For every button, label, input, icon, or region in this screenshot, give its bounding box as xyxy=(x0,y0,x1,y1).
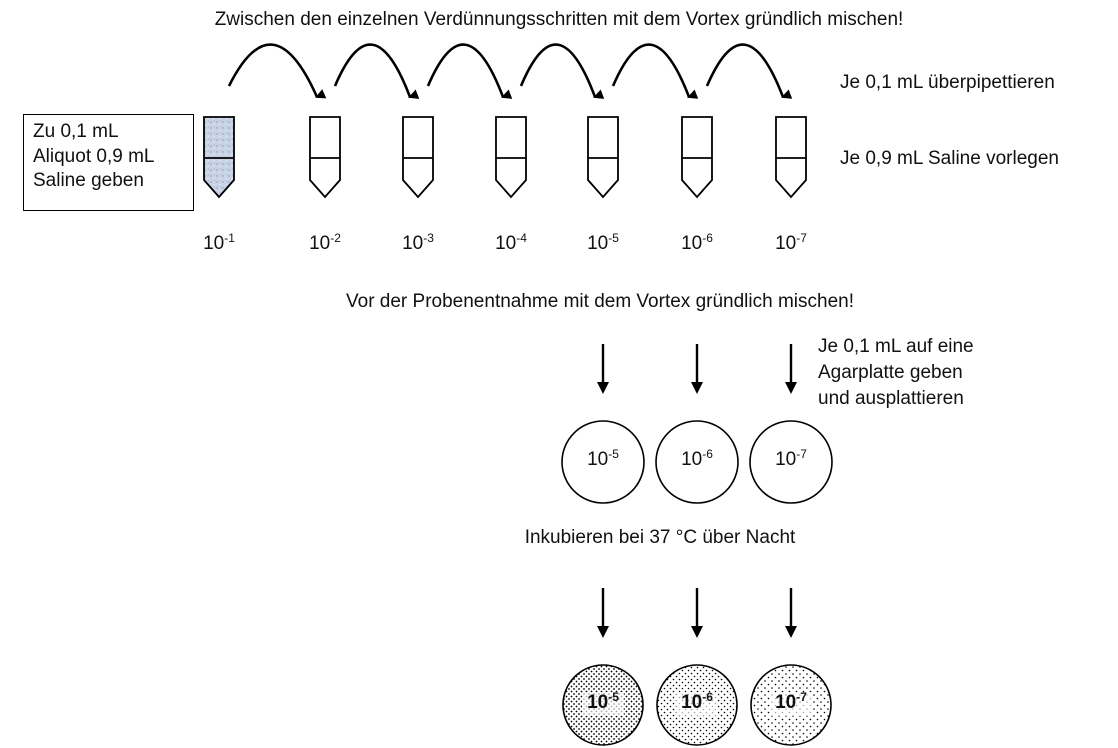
aliquot-instruction-box: Zu 0,1 mL Aliquot 0,9 mL Saline geben xyxy=(23,114,194,211)
transfer-arc-arrow xyxy=(333,43,420,99)
agar-plate-label: 10-6 xyxy=(681,447,713,470)
empty-tube xyxy=(775,116,807,199)
agar-plate-label: 10-5 xyxy=(587,447,619,470)
empty-tube xyxy=(587,116,619,199)
agar-plates xyxy=(561,420,833,504)
empty-tube xyxy=(495,116,527,199)
side-note-transfer: Je 0,1 mL überpipettieren xyxy=(840,72,1055,93)
tube-dilution-label: 10-1 xyxy=(203,231,235,254)
plate-label-backdrop xyxy=(676,692,718,716)
plating-note-line: Je 0,1 mL auf eine xyxy=(818,336,974,357)
incubated-plate-label: 10-5 xyxy=(587,690,619,713)
plating-note: Je 0,1 mL auf eine Agarplatte geben und … xyxy=(818,334,974,412)
agar-plate xyxy=(749,420,833,504)
agar-plate xyxy=(655,420,739,504)
down-arrow-head xyxy=(691,626,703,638)
down-arrow-head xyxy=(597,382,609,394)
transfer-arc-arrow xyxy=(611,43,699,99)
aliquot-line: Saline geben xyxy=(33,170,144,191)
agar-plate xyxy=(561,420,645,504)
tube-dilution-label: 10-5 xyxy=(587,231,619,254)
down-arrow-head xyxy=(597,626,609,638)
transfer-arc-arrow xyxy=(705,43,793,99)
aliquot-line: Aliquot 0,9 mL xyxy=(33,145,155,167)
side-note-saline: Je 0,9 mL Saline vorlegen xyxy=(840,148,1059,169)
empty-tube xyxy=(681,116,713,199)
transfer-arc-arrow xyxy=(519,43,605,99)
transfer-arcs xyxy=(227,43,793,99)
plate-label-backdrop xyxy=(582,692,624,716)
incubated-plates xyxy=(562,664,832,746)
tube-dilution-label: 10-4 xyxy=(495,231,527,254)
plating-note-line: Agarplatte geben xyxy=(818,362,963,383)
empty-tube xyxy=(309,116,341,199)
tube-dilution-label: 10-7 xyxy=(775,231,807,254)
heading-incubate: Inkubieren bei 37 °C über Nacht xyxy=(524,527,796,548)
down-arrow-head xyxy=(785,382,797,394)
heading-mix-between-steps: Zwischen den einzelnen Verdünnungsschrit… xyxy=(214,9,904,30)
transfer-arc-arrow xyxy=(227,43,327,99)
heading-mix-before-sampling: Vor der Probenentnahme mit dem Vortex gr… xyxy=(346,291,854,312)
filled-tube xyxy=(203,116,235,199)
agar-plate-label: 10-7 xyxy=(775,447,807,470)
tube-dilution-label: 10-3 xyxy=(402,231,434,254)
tube-dilution-label: 10-2 xyxy=(309,231,341,254)
plating-arrows xyxy=(597,344,797,638)
empty-tube xyxy=(402,116,434,199)
tube-row xyxy=(203,116,807,199)
plating-note-line: und ausplattieren xyxy=(818,388,964,409)
tube-dilution-label: 10-6 xyxy=(681,231,713,254)
down-arrow-head xyxy=(691,382,703,394)
down-arrow-head xyxy=(785,626,797,638)
incubated-plate-label: 10-7 xyxy=(775,690,807,713)
plate-label-backdrop xyxy=(770,692,812,716)
incubated-plate-label: 10-6 xyxy=(681,690,713,713)
aliquot-line: Zu 0,1 mL xyxy=(33,121,119,142)
transfer-arc-arrow xyxy=(426,43,513,99)
